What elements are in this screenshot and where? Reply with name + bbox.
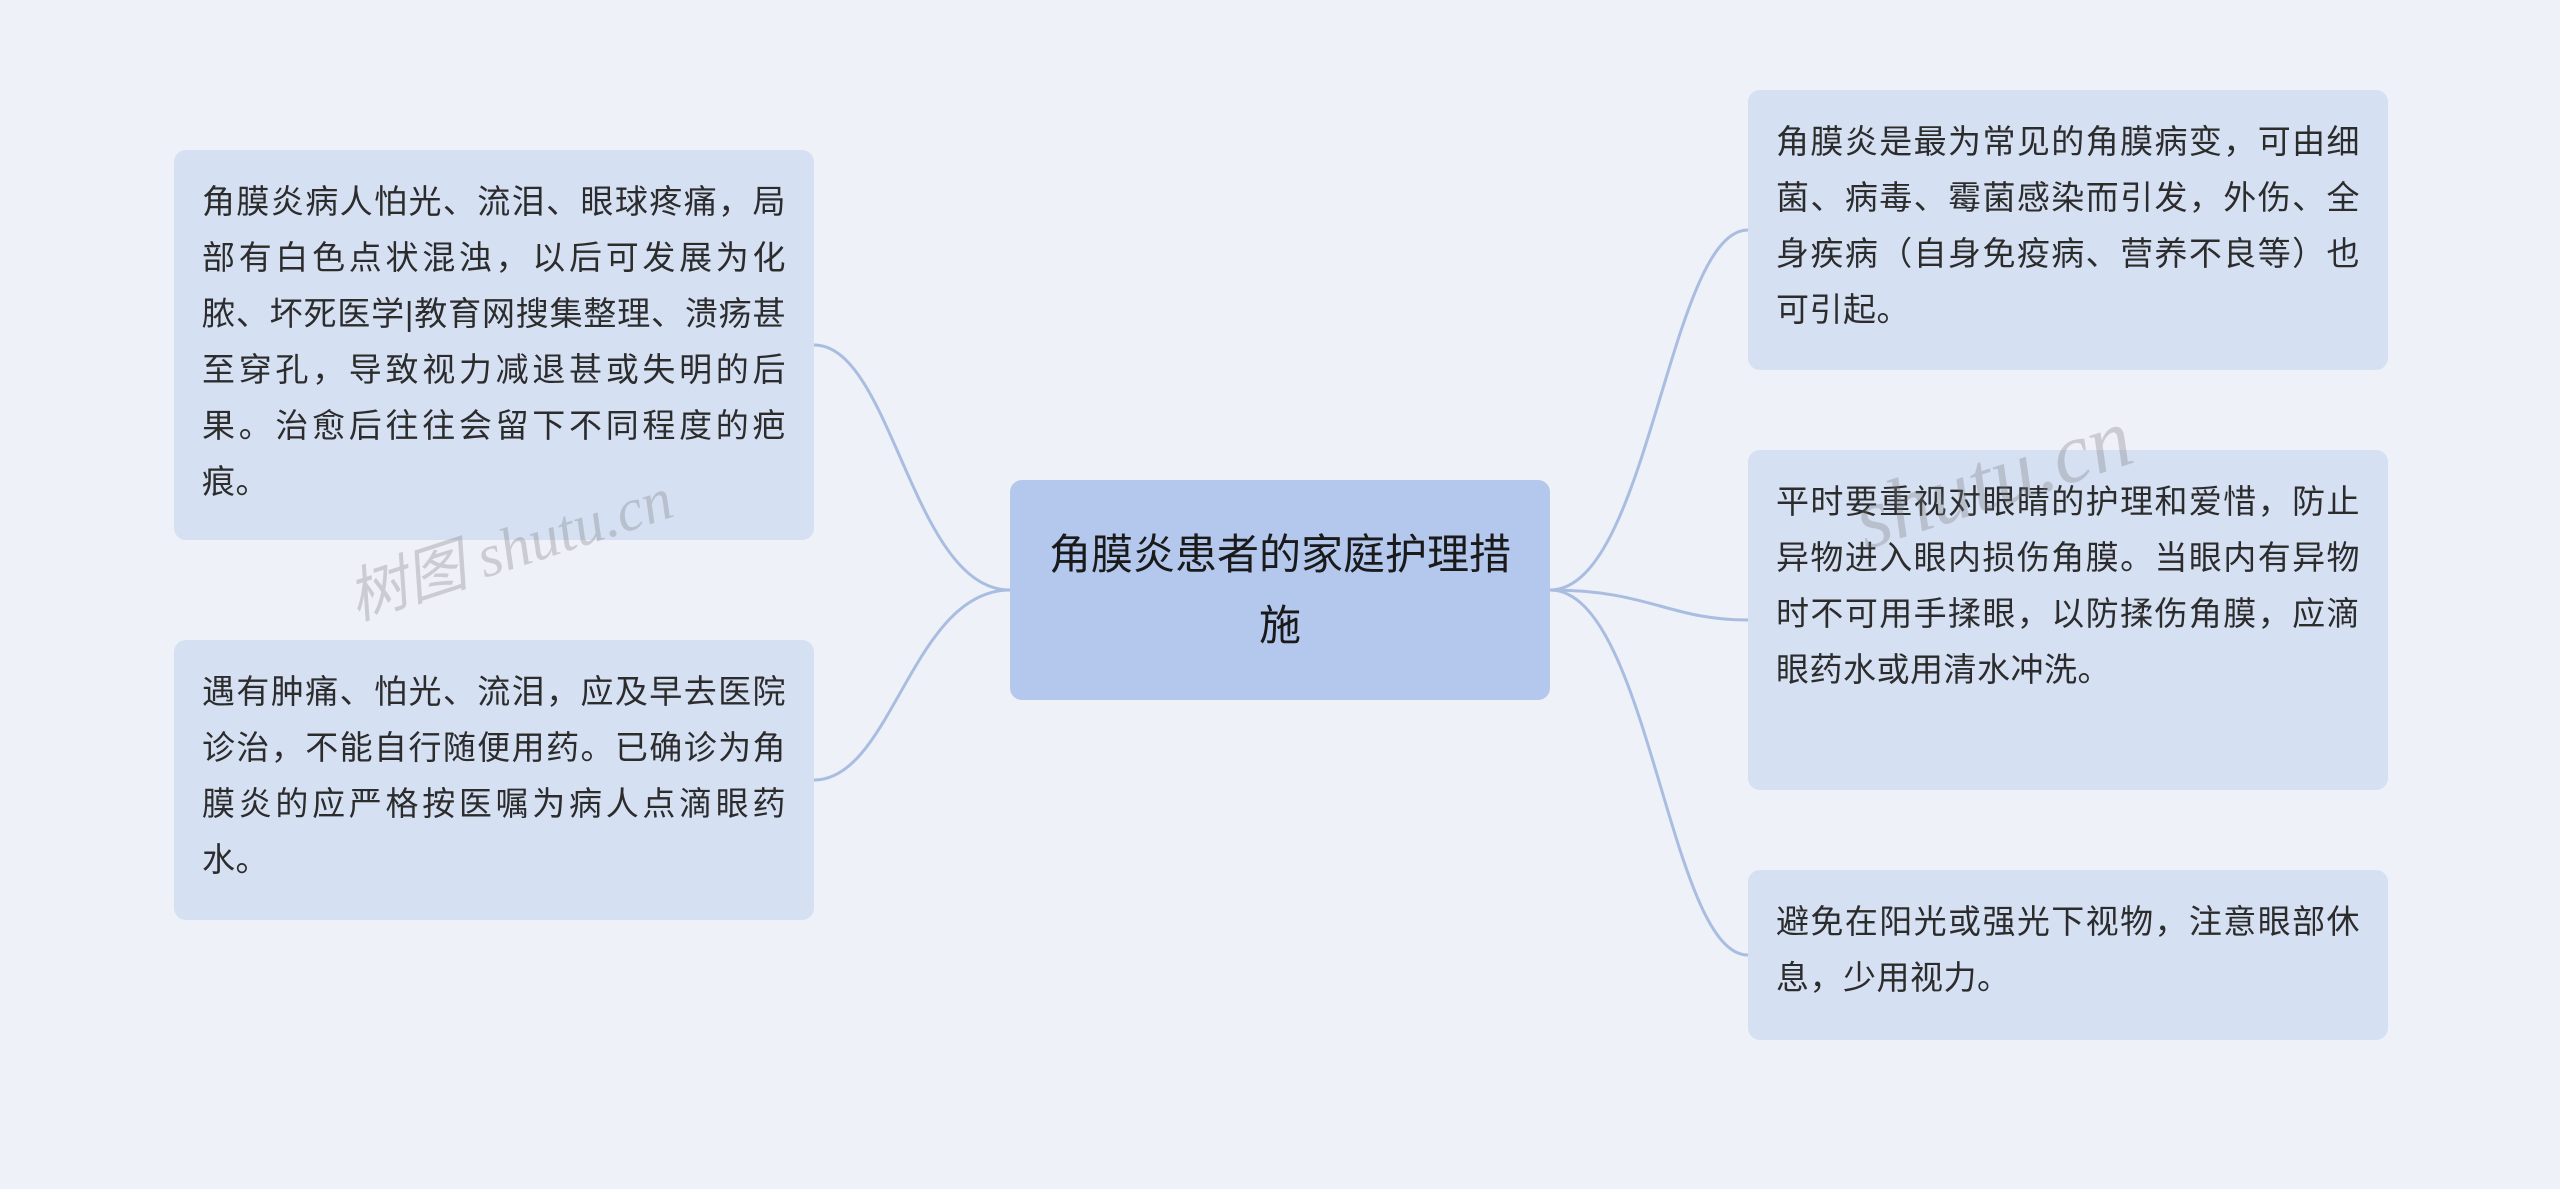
- center-node-text: 角膜炎患者的家庭护理措施: [1038, 519, 1522, 662]
- leaf-l1-text: 角膜炎病人怕光、流泪、眼球疼痛，局部有白色点状混浊，以后可发展为化脓、坏死医学|…: [202, 183, 786, 500]
- leaf-r1: 角膜炎是最为常见的角膜病变，可由细菌、病毒、霉菌感染而引发，外伤、全身疾病（自身…: [1748, 90, 2388, 370]
- leaf-l1: 角膜炎病人怕光、流泪、眼球疼痛，局部有白色点状混浊，以后可发展为化脓、坏死医学|…: [174, 150, 814, 540]
- leaf-l2: 遇有肿痛、怕光、流泪，应及早去医院诊治，不能自行随便用药。已确诊为角膜炎的应严格…: [174, 640, 814, 920]
- leaf-r2: 平时要重视对眼睛的护理和爱惜，防止异物进入眼内损伤角膜。当眼内有异物时不可用手揉…: [1748, 450, 2388, 790]
- leaf-r1-text: 角膜炎是最为常见的角膜病变，可由细菌、病毒、霉菌感染而引发，外伤、全身疾病（自身…: [1776, 123, 2360, 328]
- center-node: 角膜炎患者的家庭护理措施: [1010, 480, 1550, 700]
- leaf-r3: 避免在阳光或强光下视物，注意眼部休息，少用视力。: [1748, 870, 2388, 1040]
- leaf-r3-text: 避免在阳光或强光下视物，注意眼部休息，少用视力。: [1776, 903, 2360, 996]
- leaf-r2-text: 平时要重视对眼睛的护理和爱惜，防止异物进入眼内损伤角膜。当眼内有异物时不可用手揉…: [1776, 483, 2360, 688]
- leaf-l2-text: 遇有肿痛、怕光、流泪，应及早去医院诊治，不能自行随便用药。已确诊为角膜炎的应严格…: [202, 673, 786, 878]
